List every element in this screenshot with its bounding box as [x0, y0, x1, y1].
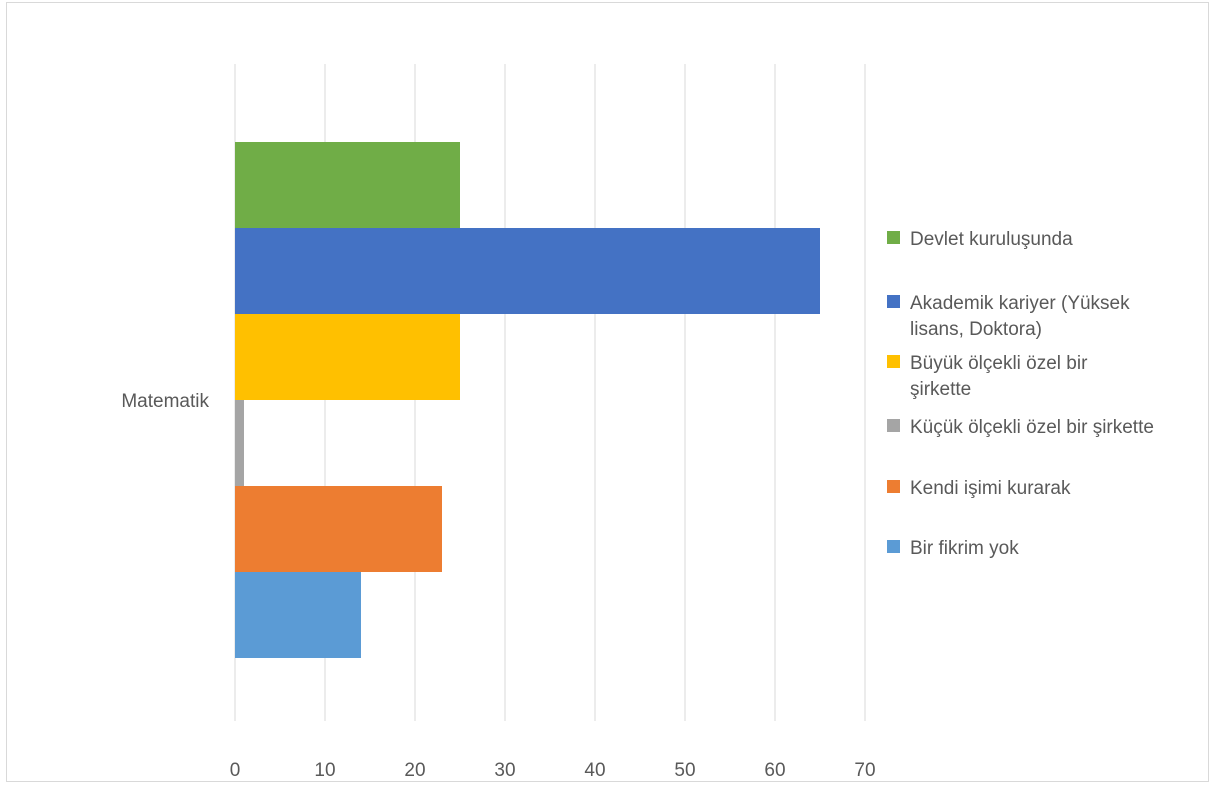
- legend-label: lisans, Doktora): [910, 319, 1042, 340]
- legend-swatch: [887, 419, 900, 432]
- x-tick-label: 40: [584, 760, 605, 781]
- legend-label: Küçük ölçekli özel bir şirkette: [910, 417, 1154, 438]
- bar-chart: 0 10 20 30 40 50 60 70 Matematik Devlet kuruluş…: [121, 64, 1154, 781]
- bar: [235, 400, 244, 486]
- bar: [235, 572, 361, 658]
- bar: [235, 486, 442, 572]
- legend-swatch: [887, 355, 900, 368]
- legend-swatch: [887, 480, 900, 493]
- x-tick-label: 20: [404, 760, 425, 781]
- x-tick-label: 50: [674, 760, 695, 781]
- bars: [235, 142, 820, 658]
- legend-label: Büyük ölçekli özel bir: [910, 353, 1088, 374]
- bar: [235, 142, 460, 228]
- bar: [235, 228, 820, 314]
- legend-label: Kendi işimi kurarak: [910, 478, 1071, 499]
- legend-swatch: [887, 295, 900, 308]
- chart-frame: 0 10 20 30 40 50 60 70 Matematik Devlet kuruluş…: [6, 2, 1209, 782]
- legend-swatch: [887, 540, 900, 553]
- x-tick-label: 60: [764, 760, 785, 781]
- x-axis-ticks: 0 10 20 30 40 50 60 70: [230, 760, 876, 781]
- x-tick-label: 70: [854, 760, 875, 781]
- legend-swatch: [887, 231, 900, 244]
- x-tick-label: 10: [314, 760, 335, 781]
- legend-label: Devlet kuruluşunda: [910, 229, 1073, 250]
- legend-label: Akademik kariyer (Yüksek: [910, 293, 1130, 314]
- category-labels: Matematik: [121, 391, 209, 412]
- category-label: Matematik: [121, 391, 209, 412]
- legend-label: şirkette: [910, 379, 971, 400]
- bar: [235, 314, 460, 400]
- x-tick-label: 30: [494, 760, 515, 781]
- legend-label: Bir fikrim yok: [910, 538, 1019, 559]
- x-tick-label: 0: [230, 760, 241, 781]
- legend: Devlet kuruluşunda Akademik kariyer (Yüks…: [887, 229, 1154, 559]
